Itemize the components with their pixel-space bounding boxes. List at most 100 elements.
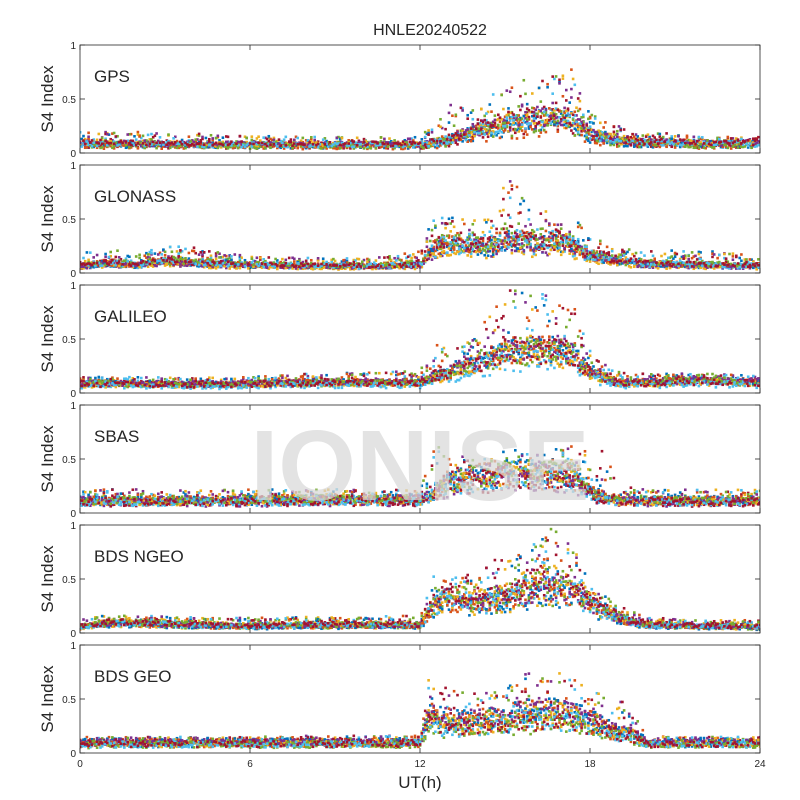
s4-point xyxy=(486,254,490,257)
s4-point xyxy=(638,257,641,261)
s4-point xyxy=(483,133,486,136)
s4-point xyxy=(595,139,599,142)
s4-point xyxy=(694,146,697,150)
s4-point xyxy=(542,114,546,117)
s4-point xyxy=(145,143,148,147)
s4-point xyxy=(196,142,199,145)
s4-point xyxy=(415,143,418,146)
s4-point xyxy=(493,132,497,136)
s4-point xyxy=(621,138,624,142)
s4-point xyxy=(684,145,687,149)
s4-point xyxy=(308,263,311,266)
s4-point xyxy=(525,102,529,106)
s4-point xyxy=(469,139,473,143)
s4-point xyxy=(335,140,339,144)
s4-point xyxy=(578,125,582,129)
s4-point xyxy=(451,114,454,118)
s4-point xyxy=(151,142,155,146)
s4-point xyxy=(522,244,526,247)
s4-point xyxy=(233,145,237,149)
s4-point xyxy=(146,256,150,259)
s4-point xyxy=(321,138,325,142)
s4-point xyxy=(456,143,459,146)
s4-point xyxy=(129,141,133,144)
s4-point xyxy=(412,139,415,142)
s4-point xyxy=(400,258,403,262)
s4-point xyxy=(355,144,359,147)
s4-point xyxy=(619,138,622,142)
s4-point xyxy=(721,143,724,147)
s4-point xyxy=(466,129,469,133)
s4-point xyxy=(145,139,148,142)
s4-point xyxy=(163,258,167,262)
s4-point xyxy=(291,256,294,260)
s4-point xyxy=(466,236,469,240)
s4-point xyxy=(682,264,685,268)
s4-point xyxy=(522,132,526,136)
s4-point xyxy=(508,126,512,129)
s4-point xyxy=(116,141,119,145)
s4-point xyxy=(570,87,573,91)
s4-point xyxy=(228,142,231,146)
s4-point xyxy=(500,123,503,126)
s4-point xyxy=(357,145,361,148)
s4-point xyxy=(457,236,461,240)
s4-point xyxy=(622,141,626,145)
s4-point xyxy=(609,132,612,136)
s4-point xyxy=(539,123,543,127)
s4-point xyxy=(512,121,515,124)
s4-point xyxy=(439,137,442,141)
s4-point xyxy=(626,139,629,142)
s4-point xyxy=(599,130,602,133)
s4-point xyxy=(626,144,629,148)
s4-point xyxy=(150,251,153,255)
s4-point xyxy=(590,134,594,138)
s4-point xyxy=(83,137,87,141)
s4-point xyxy=(289,138,293,141)
s4-point xyxy=(466,254,469,257)
s4-point xyxy=(609,263,612,266)
s4-point xyxy=(412,146,415,149)
s4-point xyxy=(692,135,696,139)
s4-point xyxy=(85,142,89,146)
s4-point xyxy=(439,243,442,246)
s4-point xyxy=(481,122,485,126)
s4-point xyxy=(551,108,554,111)
s4-point xyxy=(197,253,201,256)
s4-point xyxy=(456,132,459,136)
s4-point xyxy=(129,146,133,149)
s4-point xyxy=(658,138,662,142)
s4-point xyxy=(602,134,605,137)
s4-point xyxy=(668,139,672,143)
s4-point xyxy=(755,141,758,144)
s4-point xyxy=(565,115,568,119)
s4-point xyxy=(736,143,740,146)
s4-point xyxy=(335,142,339,146)
s4-point xyxy=(673,255,677,259)
s4-point xyxy=(332,141,335,145)
s4-point xyxy=(532,127,536,131)
s4-point xyxy=(111,140,114,144)
s4-point xyxy=(576,221,580,225)
s4-point xyxy=(740,253,743,256)
s4-point xyxy=(82,143,85,146)
s4-point xyxy=(172,140,175,144)
s4-point xyxy=(641,137,645,141)
s4-point xyxy=(269,146,272,150)
s4-point xyxy=(568,252,571,255)
s4-point xyxy=(548,235,551,239)
s4-point xyxy=(600,130,604,134)
s4-point xyxy=(214,143,218,146)
s4-point xyxy=(248,142,252,145)
s4-point xyxy=(483,114,486,118)
s4-point xyxy=(388,255,391,258)
s4-point xyxy=(541,237,544,240)
s4-point xyxy=(316,262,320,265)
s4-point xyxy=(252,145,255,149)
s4-point xyxy=(221,136,225,139)
s4-point xyxy=(452,251,456,255)
s4-point xyxy=(461,129,464,133)
s4-point xyxy=(536,122,539,125)
s4-point xyxy=(289,147,293,150)
